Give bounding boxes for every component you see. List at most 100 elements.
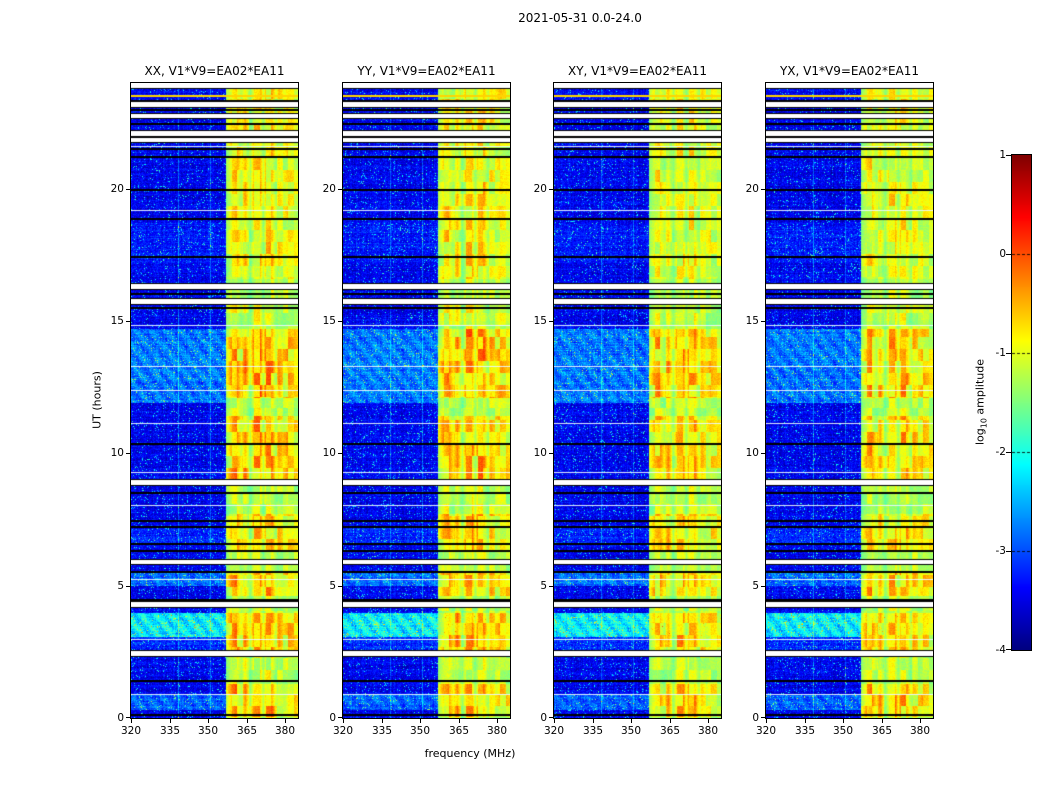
x-tick-label: 320 xyxy=(755,725,777,737)
panel-title: YY, V1*V9=EA02*EA11 xyxy=(357,64,496,78)
x-tick xyxy=(247,719,248,723)
x-tick-label: 320 xyxy=(332,725,354,737)
panel-title: YX, V1*V9=EA02*EA11 xyxy=(779,64,920,78)
x-tick-label: 350 xyxy=(620,725,642,737)
x-tick xyxy=(382,719,383,723)
y-tick xyxy=(126,586,130,587)
colorbar-tick-label: -1 xyxy=(995,347,1006,359)
y-tick xyxy=(126,321,130,322)
colorbar-tick-label: -4 xyxy=(995,644,1006,656)
colorbar-tick xyxy=(1006,155,1011,156)
x-tick xyxy=(170,719,171,723)
y-tick xyxy=(549,453,553,454)
spectrogram-canvas xyxy=(553,82,722,719)
y-tick xyxy=(549,189,553,190)
x-tick-label: 380 xyxy=(486,725,508,737)
y-tick xyxy=(549,717,553,718)
spectrogram-panel-xy: XY, V1*V9=EA02*EA11 0 5 10 15 20 320 335 350 365 3… xyxy=(534,64,722,737)
colorbar-gradient xyxy=(1011,154,1032,651)
x-tick xyxy=(343,719,344,723)
x-tick xyxy=(708,719,709,723)
x-tick-label: 335 xyxy=(159,725,181,737)
colorbar-tick-label: 1 xyxy=(999,149,1006,161)
x-tick xyxy=(631,719,632,723)
x-tick xyxy=(805,719,806,723)
colorbar-label-suffix: amplitude xyxy=(973,358,987,419)
x-tick-label: 320 xyxy=(543,725,565,737)
y-tick-label: 0 xyxy=(117,712,124,724)
x-tick-label: 380 xyxy=(909,725,931,737)
y-tick-label: 0 xyxy=(540,712,547,724)
y-tick-label: 10 xyxy=(110,447,124,459)
colorbar-tick xyxy=(1006,452,1011,453)
y-tick xyxy=(338,717,342,718)
x-tick xyxy=(920,719,921,723)
colorbar-tick-label: -2 xyxy=(995,446,1006,458)
y-tick-label: 0 xyxy=(752,712,759,724)
colorbar-tick-label: -3 xyxy=(995,545,1006,557)
x-tick-label: 320 xyxy=(120,725,142,737)
spectrogram-canvas xyxy=(342,82,511,719)
x-tick-label: 350 xyxy=(409,725,431,737)
x-tick-label: 335 xyxy=(371,725,393,737)
y-tick xyxy=(338,586,342,587)
x-tick-label: 335 xyxy=(582,725,604,737)
x-tick-label: 365 xyxy=(448,725,470,737)
x-tick xyxy=(459,719,460,723)
colorbar: 1 0 -1 -2 -3 -4 xyxy=(996,149,1032,656)
colorbar-tick xyxy=(1006,353,1011,354)
y-tick-label: 0 xyxy=(329,712,336,724)
x-tick xyxy=(843,719,844,723)
y-tick xyxy=(338,189,342,190)
figure-title: 2021-05-31 0.0-24.0 xyxy=(518,11,642,25)
y-tick xyxy=(761,189,765,190)
y-tick-label: 15 xyxy=(110,315,124,327)
y-tick-label: 20 xyxy=(745,183,759,195)
x-tick-label: 350 xyxy=(832,725,854,737)
spectrogram-canvas xyxy=(130,82,299,719)
x-tick xyxy=(208,719,209,723)
y-axis-label: UT (hours) xyxy=(90,371,104,429)
colorbar-tick-label: 0 xyxy=(999,248,1006,260)
y-tick-label: 5 xyxy=(117,580,124,592)
x-tick xyxy=(593,719,594,723)
y-tick-label: 15 xyxy=(322,315,336,327)
y-tick-label: 10 xyxy=(322,447,336,459)
y-tick-label: 10 xyxy=(533,447,547,459)
x-axis-label: frequency (MHz) xyxy=(424,747,516,760)
colorbar-tick xyxy=(1006,254,1011,255)
x-tick xyxy=(497,719,498,723)
y-tick-label: 5 xyxy=(329,580,336,592)
spectrogram-canvas xyxy=(765,82,934,719)
y-tick xyxy=(338,453,342,454)
x-tick xyxy=(882,719,883,723)
y-tick-label: 15 xyxy=(533,315,547,327)
x-tick-label: 380 xyxy=(697,725,719,737)
y-tick-label: 15 xyxy=(745,315,759,327)
y-tick xyxy=(549,586,553,587)
y-tick xyxy=(761,586,765,587)
y-tick-label: 10 xyxy=(745,447,759,459)
colorbar-tick xyxy=(1006,551,1011,552)
y-tick xyxy=(126,717,130,718)
spectrogram-panel-yx: YX, V1*V9=EA02*EA11 0 5 10 15 20 320 335 350 365 3… xyxy=(746,64,934,737)
x-tick-label: 365 xyxy=(236,725,258,737)
y-tick xyxy=(761,453,765,454)
x-tick-label: 365 xyxy=(659,725,681,737)
colorbar-tick xyxy=(1006,649,1011,650)
y-tick-label: 20 xyxy=(533,183,547,195)
colorbar-label-subscript: 10 xyxy=(979,418,989,429)
x-tick-label: 350 xyxy=(197,725,219,737)
y-tick xyxy=(126,189,130,190)
x-tick-label: 335 xyxy=(794,725,816,737)
y-tick-label: 20 xyxy=(322,183,336,195)
x-tick xyxy=(285,719,286,723)
y-tick xyxy=(338,321,342,322)
x-tick xyxy=(420,719,421,723)
y-tick-label: 5 xyxy=(540,580,547,592)
x-tick xyxy=(131,719,132,723)
colorbar-label: log10 amplitude xyxy=(973,359,988,445)
panel-title: XY, V1*V9=EA02*EA11 xyxy=(567,64,708,78)
y-tick-label: 20 xyxy=(110,183,124,195)
